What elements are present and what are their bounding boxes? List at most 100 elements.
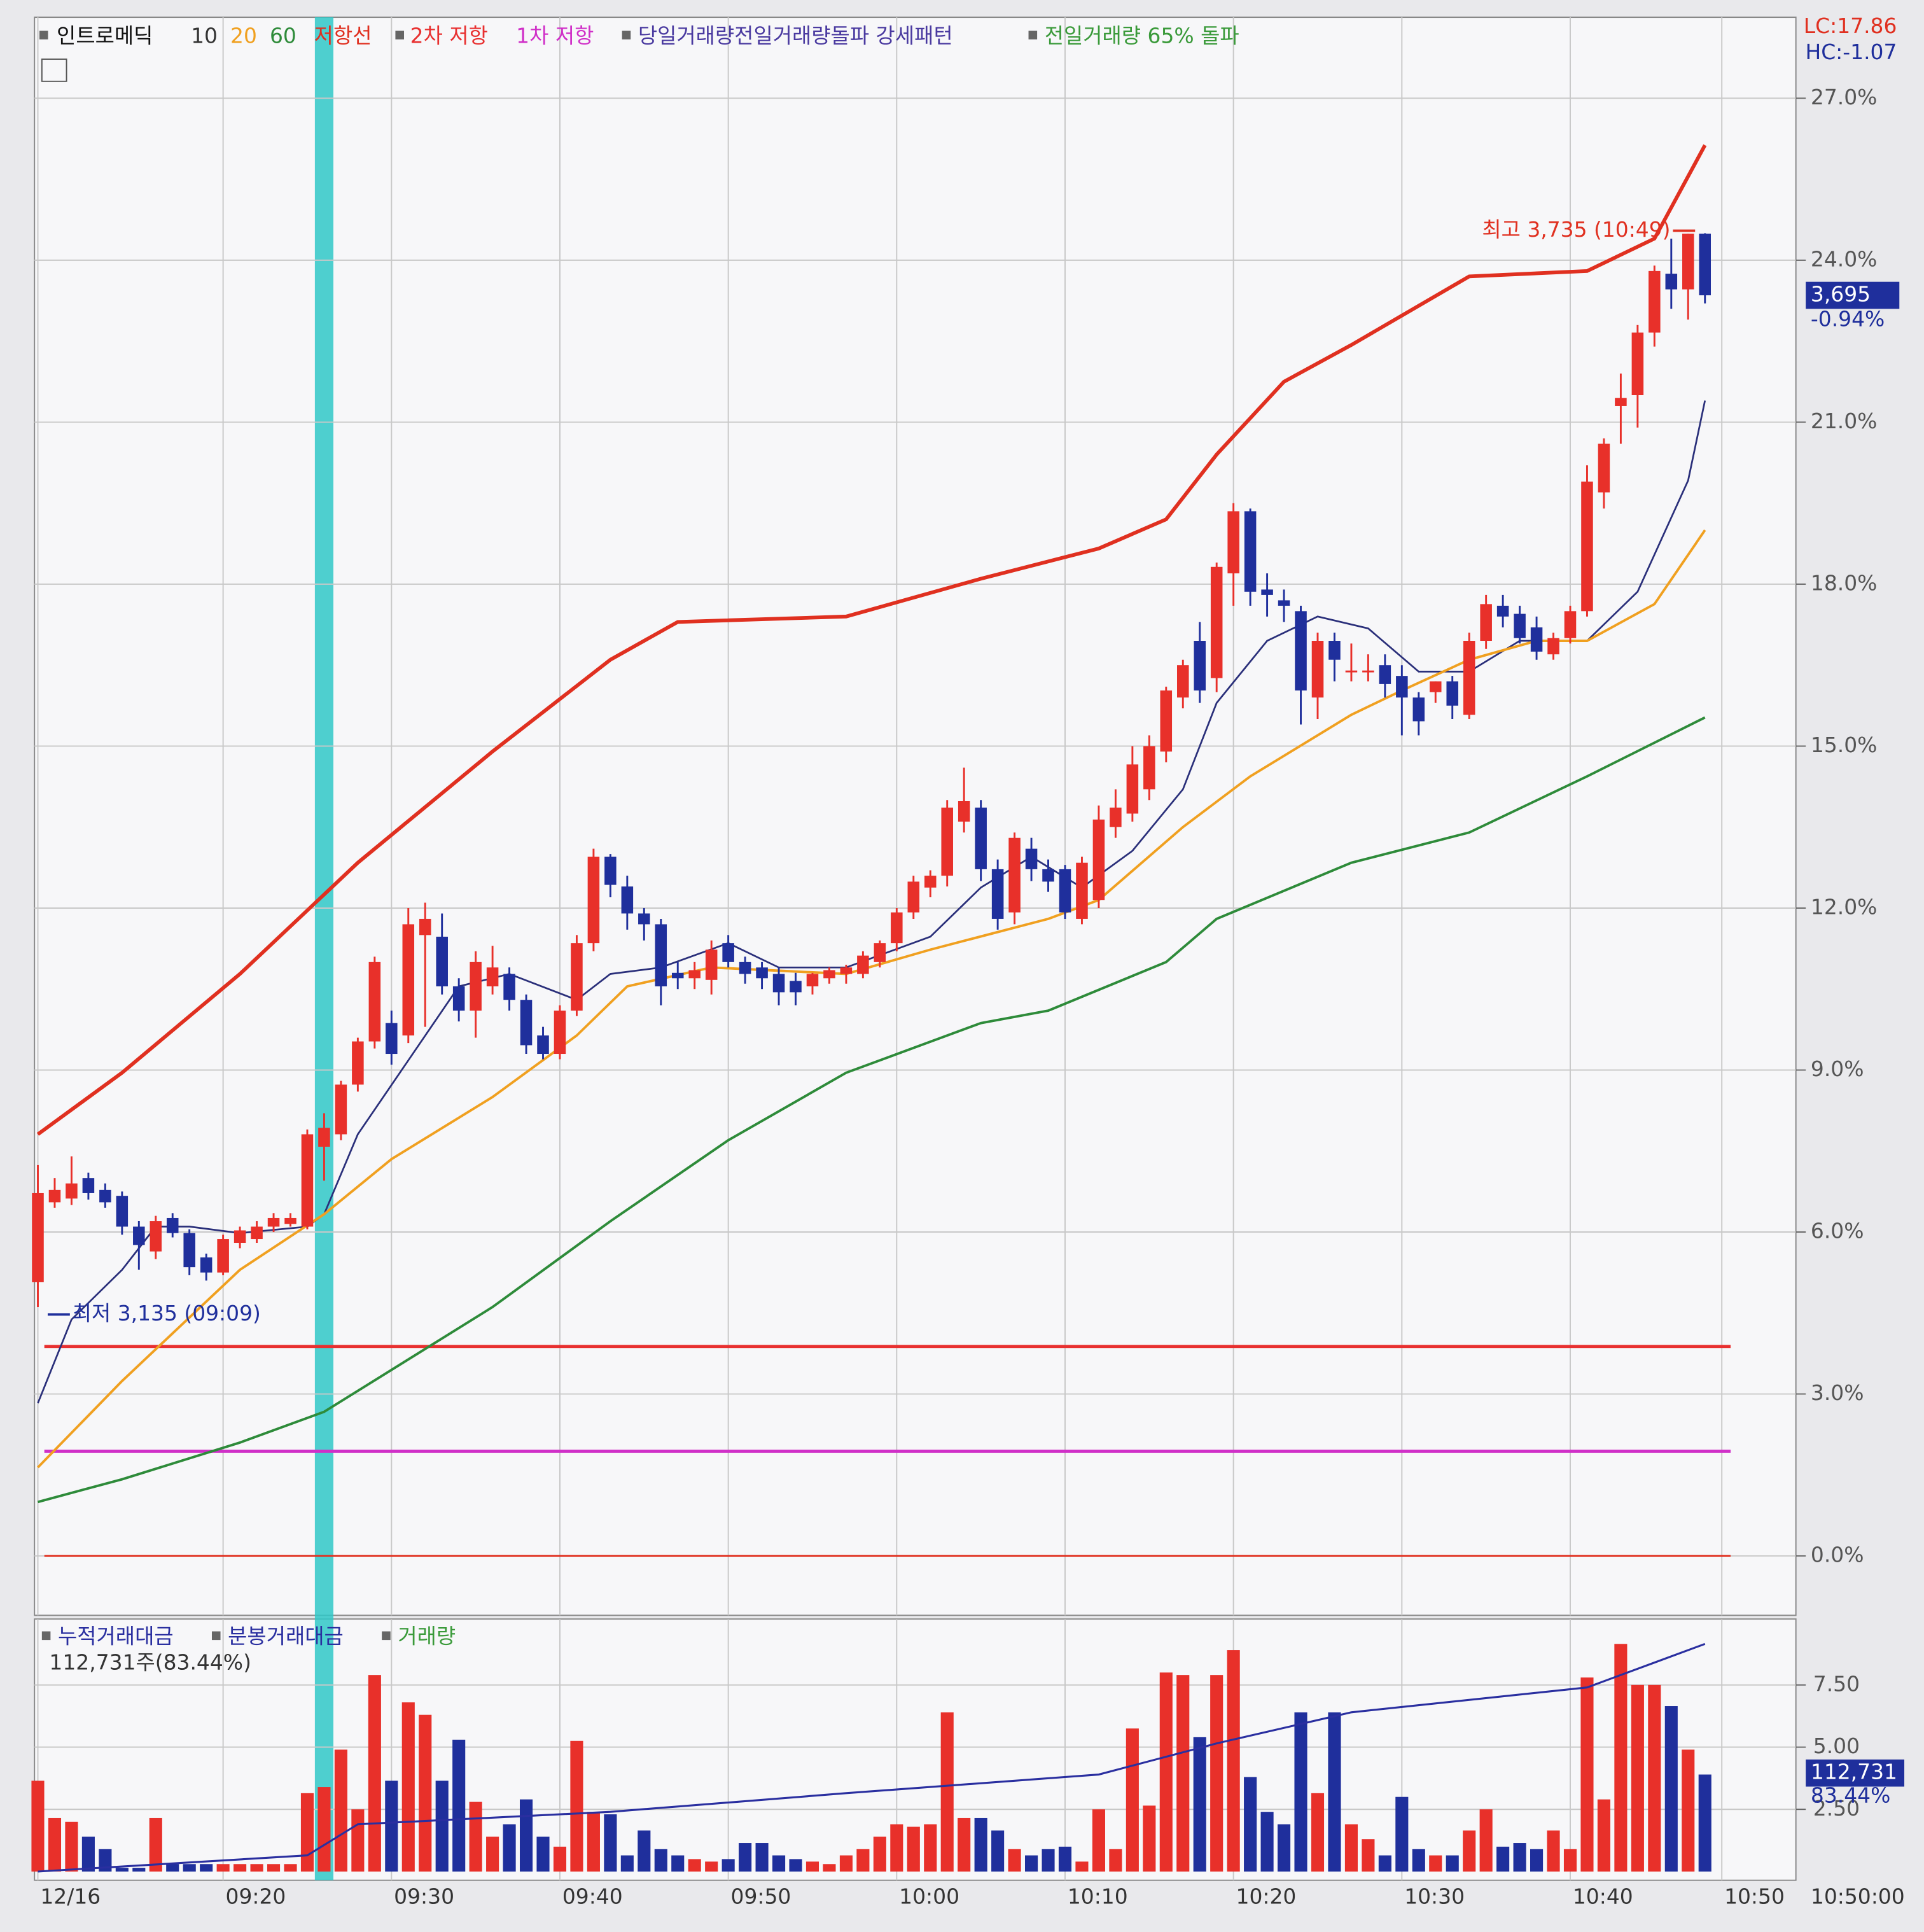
volume-bar bbox=[115, 1868, 129, 1872]
candle-body bbox=[1092, 819, 1105, 900]
volume-bar bbox=[587, 1812, 600, 1872]
volume-bar bbox=[974, 1817, 987, 1872]
candle-body bbox=[806, 974, 819, 986]
volume-bar bbox=[705, 1861, 718, 1872]
volume-bar bbox=[1682, 1749, 1695, 1872]
candle-body bbox=[874, 943, 886, 962]
candle-body bbox=[1008, 837, 1021, 913]
candle-body bbox=[891, 912, 903, 944]
candle-body bbox=[975, 808, 987, 869]
volume-bar bbox=[1092, 1809, 1105, 1872]
legend-label: 거래량 bbox=[398, 1624, 456, 1649]
candle-body bbox=[1463, 641, 1475, 715]
candle-body bbox=[452, 986, 465, 1011]
candle-body bbox=[587, 857, 600, 944]
change-label: -0.94% bbox=[1811, 306, 1885, 331]
volume-last-pct: 83.44% bbox=[1811, 1783, 1890, 1808]
x-tick-label: 10:40 bbox=[1573, 1884, 1633, 1908]
candle-body bbox=[32, 1193, 44, 1282]
cumulative-line bbox=[38, 1642, 1706, 1873]
candle-body bbox=[604, 857, 617, 885]
settings-icon[interactable] bbox=[41, 58, 67, 82]
volume-bar bbox=[1344, 1824, 1358, 1872]
candle-body bbox=[520, 1000, 533, 1046]
x-tick-label: 10:30 bbox=[1404, 1884, 1465, 1908]
chart-title: 인트로메딕 bbox=[57, 24, 153, 48]
volume-bar bbox=[1075, 1861, 1089, 1872]
candle-body bbox=[1328, 641, 1341, 660]
volume-bar bbox=[924, 1824, 937, 1872]
candle-body bbox=[1412, 697, 1425, 722]
y-tick-label: 18.0% bbox=[1811, 570, 1878, 595]
candle-body bbox=[1430, 681, 1442, 692]
legend-marker bbox=[1028, 31, 1038, 39]
volume-bar bbox=[1244, 1777, 1257, 1872]
candle-body bbox=[470, 962, 482, 1011]
volume-bar bbox=[890, 1824, 903, 1872]
candle-body bbox=[1143, 746, 1155, 790]
volume-bar bbox=[1664, 1706, 1678, 1872]
volume-bar bbox=[553, 1846, 567, 1872]
legend-marker bbox=[39, 31, 48, 39]
volume-bar bbox=[1614, 1644, 1628, 1872]
candle-body bbox=[756, 967, 768, 979]
volume-bar bbox=[368, 1675, 381, 1872]
y-tick-label: 2.50 bbox=[1813, 1796, 1860, 1821]
price-box bbox=[1806, 281, 1900, 309]
volume-bar bbox=[940, 1712, 954, 1872]
low-annotation: 최저 3,135 (09:09) bbox=[73, 1301, 261, 1326]
candle-body bbox=[1176, 665, 1189, 698]
candle-body bbox=[1194, 641, 1206, 691]
y-tick-label: 6.0% bbox=[1811, 1219, 1864, 1243]
candle-body bbox=[116, 1196, 129, 1227]
candle-body bbox=[537, 1035, 549, 1054]
line-series bbox=[37, 529, 1706, 1469]
candle-body bbox=[1059, 869, 1071, 913]
candle-body bbox=[1362, 670, 1374, 673]
candle-body bbox=[790, 981, 802, 993]
volume-bar bbox=[435, 1781, 449, 1872]
volume-bar bbox=[300, 1793, 314, 1872]
candle-body bbox=[1278, 600, 1290, 606]
hc-label: HC:-1.07 bbox=[1805, 39, 1897, 64]
volume-last-label: 112,731 bbox=[1811, 1760, 1897, 1784]
volume-bar bbox=[334, 1749, 347, 1872]
volume-bar bbox=[99, 1849, 112, 1872]
y-tick-label: 7.50 bbox=[1813, 1671, 1860, 1696]
x-tick-label: 10:50 bbox=[1724, 1884, 1785, 1908]
candle-body bbox=[150, 1221, 162, 1252]
highlight-band bbox=[314, 17, 333, 1880]
y-tick-label: 3.0% bbox=[1811, 1380, 1864, 1405]
x-tick-label: 09:40 bbox=[562, 1884, 623, 1908]
candle-body bbox=[1396, 676, 1408, 698]
volume-bar bbox=[1530, 1849, 1544, 1872]
candle-body bbox=[402, 924, 415, 1036]
candle-body bbox=[368, 962, 381, 1042]
volume-bar bbox=[604, 1814, 617, 1872]
candle-body bbox=[1446, 681, 1458, 706]
volume-box bbox=[1806, 1759, 1905, 1787]
volume-bar bbox=[1260, 1812, 1274, 1872]
candle-body bbox=[419, 918, 431, 935]
volume-bar bbox=[991, 1830, 1005, 1872]
legend-label: 1차 저항 bbox=[516, 24, 594, 48]
volume-bar bbox=[65, 1821, 78, 1872]
candle-body bbox=[638, 913, 650, 925]
volume-bar bbox=[620, 1855, 634, 1872]
price-panel bbox=[34, 17, 1797, 1616]
volume-bar bbox=[1395, 1796, 1409, 1872]
candle-body bbox=[1682, 234, 1694, 290]
volume-bar bbox=[1580, 1677, 1594, 1872]
candle-body bbox=[840, 967, 853, 974]
legend-label: 2차 저항 bbox=[410, 24, 488, 48]
volume-bar bbox=[1210, 1675, 1223, 1872]
candle-body bbox=[82, 1178, 95, 1193]
line-series bbox=[36, 144, 1707, 1136]
candle-body bbox=[705, 949, 718, 980]
lc-label: LC:17.86 bbox=[1804, 13, 1897, 38]
volume-bar bbox=[755, 1843, 769, 1872]
volume-bar bbox=[873, 1837, 886, 1872]
line-series bbox=[37, 716, 1706, 1504]
y-tick-label: 9.0% bbox=[1811, 1056, 1864, 1081]
